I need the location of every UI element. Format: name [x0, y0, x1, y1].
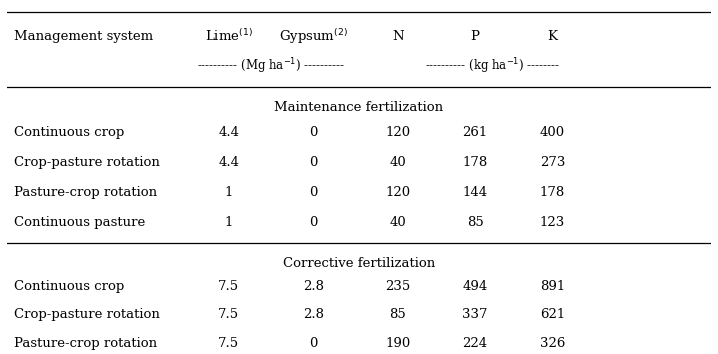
Text: 144: 144	[462, 186, 488, 199]
Text: 85: 85	[389, 308, 406, 321]
Text: 178: 178	[540, 186, 565, 199]
Text: 224: 224	[462, 337, 488, 350]
Text: Corrective fertilization: Corrective fertilization	[283, 257, 435, 269]
Text: Lime$^{(1)}$: Lime$^{(1)}$	[205, 29, 253, 45]
Text: Pasture-crop rotation: Pasture-crop rotation	[14, 186, 157, 199]
Text: 0: 0	[309, 186, 317, 199]
Text: 2.8: 2.8	[303, 308, 324, 321]
Text: 337: 337	[462, 308, 488, 321]
Text: 1: 1	[225, 186, 233, 199]
Text: 120: 120	[385, 126, 410, 139]
Text: Crop-pasture rotation: Crop-pasture rotation	[14, 156, 160, 169]
Text: Crop-pasture rotation: Crop-pasture rotation	[14, 308, 160, 321]
Text: 120: 120	[385, 186, 410, 199]
Text: Maintenance fertilization: Maintenance fertilization	[274, 101, 444, 114]
Text: ---------- (Mg ha$^{-1}$) ----------: ---------- (Mg ha$^{-1}$) ----------	[197, 56, 345, 76]
Text: 1: 1	[225, 216, 233, 229]
Text: 0: 0	[309, 216, 317, 229]
Text: 235: 235	[385, 280, 410, 293]
Text: Continuous pasture: Continuous pasture	[14, 216, 146, 229]
Text: 326: 326	[540, 337, 565, 350]
Text: 178: 178	[462, 156, 488, 169]
Text: 2.8: 2.8	[303, 280, 324, 293]
Text: 891: 891	[540, 280, 565, 293]
Text: 273: 273	[540, 156, 565, 169]
Text: P: P	[470, 30, 480, 43]
Text: Management system: Management system	[14, 30, 154, 43]
Text: 190: 190	[385, 337, 410, 350]
Text: 621: 621	[540, 308, 565, 321]
Text: 40: 40	[389, 216, 406, 229]
Text: Gypsum$^{(2)}$: Gypsum$^{(2)}$	[279, 27, 348, 46]
Text: Pasture-crop rotation: Pasture-crop rotation	[14, 337, 157, 350]
Text: 494: 494	[462, 280, 488, 293]
Text: 400: 400	[540, 126, 565, 139]
Text: Continuous crop: Continuous crop	[14, 126, 124, 139]
Text: Continuous crop: Continuous crop	[14, 280, 124, 293]
Text: 0: 0	[309, 126, 317, 139]
Text: 0: 0	[309, 156, 317, 169]
Text: 0: 0	[309, 337, 317, 350]
Text: 7.5: 7.5	[218, 308, 239, 321]
Text: N: N	[392, 30, 404, 43]
Text: 7.5: 7.5	[218, 280, 239, 293]
Text: 7.5: 7.5	[218, 337, 239, 350]
Text: ---------- (kg ha$^{-1}$) --------: ---------- (kg ha$^{-1}$) --------	[425, 56, 560, 76]
Text: 85: 85	[467, 216, 483, 229]
Text: 4.4: 4.4	[218, 156, 239, 169]
Text: 4.4: 4.4	[218, 126, 239, 139]
Text: 123: 123	[540, 216, 565, 229]
Text: 40: 40	[389, 156, 406, 169]
Text: 261: 261	[462, 126, 488, 139]
Text: K: K	[548, 30, 557, 43]
